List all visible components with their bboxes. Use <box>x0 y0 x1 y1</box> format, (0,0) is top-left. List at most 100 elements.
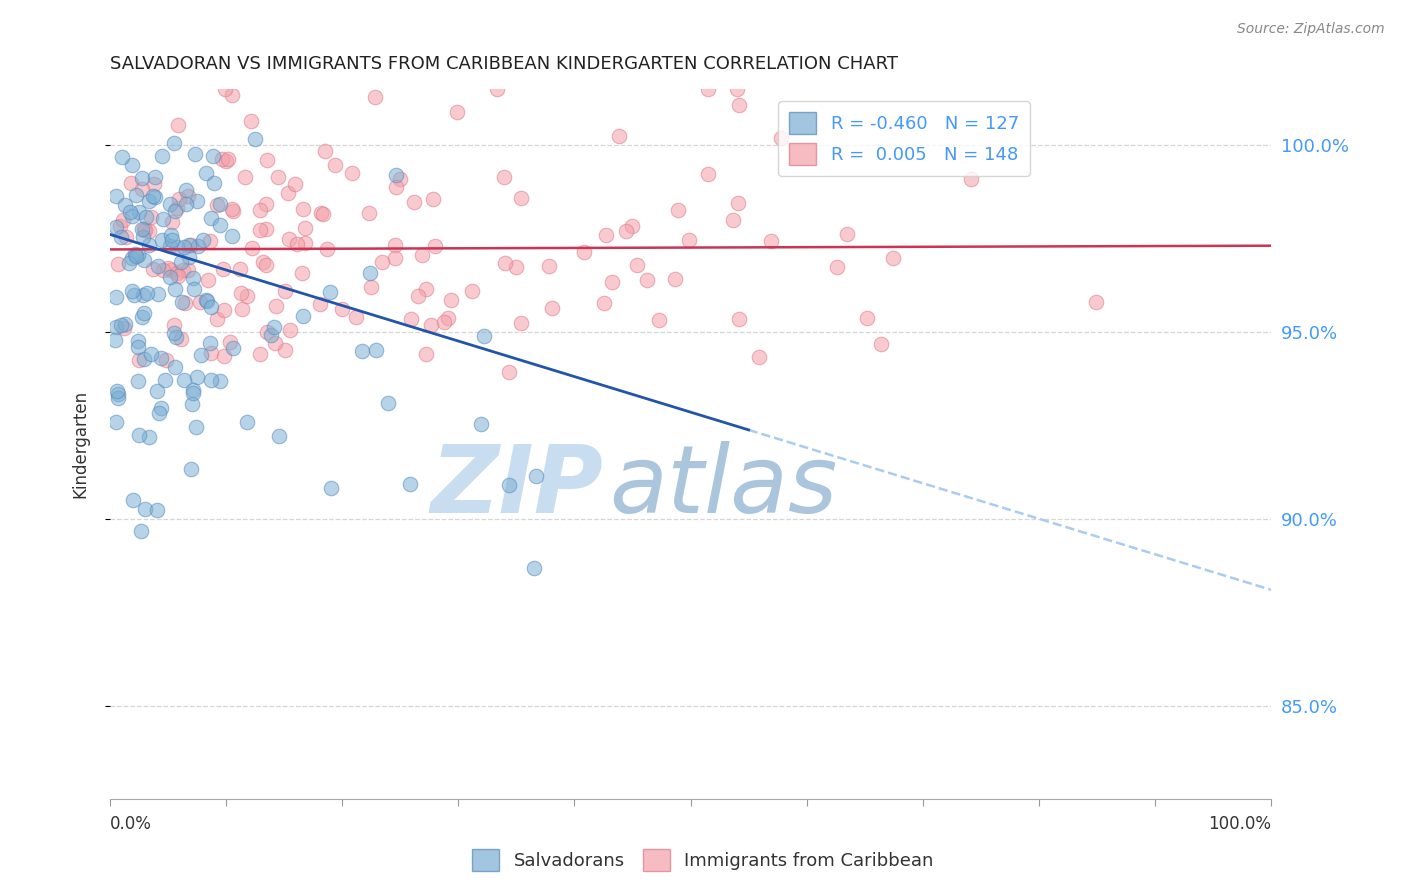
Point <box>170 255 193 269</box>
Point <box>148 406 170 420</box>
Point <box>728 311 751 326</box>
Point <box>138 194 160 208</box>
Point <box>231 285 253 300</box>
Text: atlas: atlas <box>609 441 838 533</box>
Point <box>219 335 242 350</box>
Point <box>150 232 173 246</box>
Point <box>110 229 132 244</box>
Point <box>166 201 188 215</box>
Point <box>163 136 186 150</box>
Point <box>494 255 516 269</box>
Point <box>167 118 190 132</box>
Point <box>294 235 316 250</box>
Point <box>184 419 207 434</box>
Point <box>249 347 271 361</box>
Point <box>437 310 460 325</box>
Point <box>385 168 408 182</box>
Point <box>153 373 176 387</box>
Point <box>292 202 315 216</box>
Point <box>146 259 169 273</box>
Point <box>222 341 245 355</box>
Point <box>152 149 174 163</box>
Point <box>105 189 128 203</box>
Point <box>136 285 159 300</box>
Point <box>152 211 174 226</box>
Point <box>209 218 232 232</box>
Point <box>180 397 202 411</box>
Point <box>105 319 128 334</box>
Point <box>510 191 533 205</box>
Point <box>127 334 149 348</box>
Point <box>626 258 648 272</box>
Point <box>364 343 387 358</box>
Point <box>132 222 155 236</box>
Point <box>179 237 201 252</box>
Point <box>118 204 141 219</box>
Point <box>595 227 617 242</box>
Point <box>179 250 201 264</box>
Point <box>505 260 527 275</box>
Point <box>181 270 204 285</box>
Point <box>186 194 208 209</box>
Point <box>277 186 299 200</box>
Point <box>221 229 243 244</box>
Point <box>173 263 195 277</box>
Point <box>138 429 160 443</box>
Point <box>121 158 143 172</box>
Point <box>666 202 689 217</box>
Point <box>152 262 174 277</box>
Y-axis label: Kindergarten: Kindergarten <box>72 390 89 498</box>
Text: Source: ZipAtlas.com: Source: ZipAtlas.com <box>1237 22 1385 37</box>
Point <box>142 189 165 203</box>
Point <box>725 81 748 95</box>
Point <box>648 313 671 327</box>
Point <box>370 255 392 269</box>
Point <box>321 481 343 495</box>
Point <box>461 284 484 298</box>
Point <box>118 255 141 269</box>
Point <box>254 221 277 235</box>
Point <box>191 233 214 247</box>
Point <box>267 169 290 184</box>
Point <box>315 242 337 256</box>
Point <box>278 323 301 337</box>
Point <box>143 169 166 184</box>
Point <box>360 279 382 293</box>
Point <box>146 287 169 301</box>
Point <box>364 90 387 104</box>
Point <box>269 429 291 443</box>
Point <box>357 205 380 219</box>
Point <box>112 321 135 335</box>
Point <box>200 300 222 314</box>
Point <box>492 170 515 185</box>
Point <box>277 232 299 246</box>
Point <box>200 346 222 360</box>
Point <box>209 196 232 211</box>
Point <box>209 374 232 388</box>
Point <box>184 147 207 161</box>
Point <box>359 266 381 280</box>
Point <box>377 395 399 409</box>
Point <box>214 303 236 318</box>
Point <box>330 302 353 317</box>
Point <box>124 188 146 202</box>
Point <box>132 288 155 302</box>
Point <box>180 462 202 476</box>
Point <box>233 170 256 185</box>
Point <box>105 415 128 429</box>
Point <box>114 198 136 212</box>
Point <box>165 203 187 218</box>
Point <box>205 311 228 326</box>
Point <box>132 230 155 244</box>
Point <box>254 196 277 211</box>
Point <box>384 238 406 252</box>
Point <box>697 81 720 95</box>
Point <box>121 209 143 223</box>
Point <box>135 211 157 225</box>
Point <box>128 204 150 219</box>
Point <box>107 387 129 401</box>
Point <box>132 306 155 320</box>
Point <box>399 477 422 491</box>
Point <box>870 336 893 351</box>
Point <box>541 301 564 315</box>
